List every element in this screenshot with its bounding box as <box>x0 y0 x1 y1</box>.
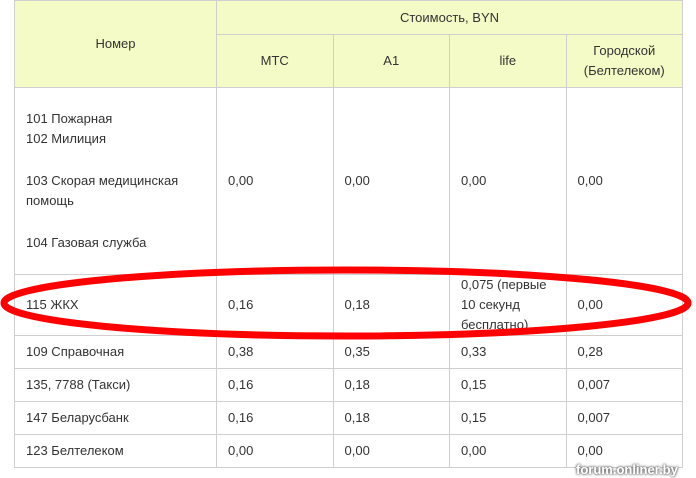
table-row: 123 Белтелеком 0,00 0,00 0,00 0,00 <box>14 434 683 468</box>
cell-name: 115 ЖКХ <box>14 274 217 336</box>
emergency-numbers: 101 Пожарная 102 Милиция 103 Скорая меди… <box>14 87 217 275</box>
header-a1: A1 <box>332 34 450 88</box>
cell-mts: 0,00 <box>216 87 334 275</box>
table-row-highlighted: 115 ЖКХ 0,16 0,18 0,075 (первые 10 секун… <box>14 274 683 336</box>
cell-life: 0,15 <box>449 368 567 402</box>
table-row: 135, 7788 (Такси) 0,16 0,18 0,15 0,007 <box>14 368 683 402</box>
cell-city: 0,007 <box>565 368 683 402</box>
cell-a1: 0,00 <box>332 434 450 468</box>
cell-mts: 0,16 <box>216 274 334 336</box>
cell-life: 0,075 (первые 10 секунд бесплатно) <box>449 274 567 336</box>
cell-city: 0,00 <box>565 434 683 468</box>
cell-name: 109 Справочная <box>14 335 217 369</box>
cell-city: 0,00 <box>565 274 683 336</box>
cell-a1: 0,00 <box>332 87 450 275</box>
cell-a1: 0,18 <box>332 401 450 435</box>
cell-name: 123 Белтелеком <box>14 434 217 468</box>
cell-city: 0,28 <box>565 335 683 369</box>
header-operators-row: МТС A1 life Городской (Белтелеком) <box>15 34 683 88</box>
cell-life: 0,00 <box>449 87 567 275</box>
number-name: 102 Милиция <box>26 131 106 146</box>
table-row: 101 Пожарная 102 Милиция 103 Скорая меди… <box>14 87 683 275</box>
header-cost: Стоимость, BYN <box>216 0 683 35</box>
cell-a1: 0,18 <box>332 274 450 336</box>
watermark: forum.onliner.by <box>576 462 678 477</box>
table-row: 109 Справочная 0,38 0,35 0,33 0,28 <box>14 335 683 369</box>
cell-city: 0,007 <box>565 401 683 435</box>
cell-life: 0,15 <box>449 401 567 435</box>
cell-a1: 0,18 <box>332 368 450 402</box>
number-name: 104 Газовая служба <box>26 235 147 250</box>
header-number: Номер <box>14 0 217 88</box>
header-life: life <box>449 34 567 88</box>
number-name: 101 Пожарная <box>26 111 113 126</box>
tariff-table: Номер Стоимость, BYN МТС A1 life Городск… <box>14 0 683 468</box>
cell-mts: 0,16 <box>216 368 334 402</box>
header-city: Городской (Белтелеком) <box>565 34 683 88</box>
table-row: 147 Беларусбанк 0,16 0,18 0,15 0,007 <box>14 401 683 435</box>
header-row: Номер Стоимость, BYN <box>14 0 683 88</box>
header-mts: МТС <box>216 34 334 88</box>
cell-mts: 0,38 <box>216 335 334 369</box>
number-name: 103 Скорая медицинская помощь <box>26 173 179 208</box>
cell-life: 0,33 <box>449 335 567 369</box>
cell-city: 0,00 <box>565 87 683 275</box>
cell-mts: 0,16 <box>216 401 334 435</box>
cell-name: 135, 7788 (Такси) <box>14 368 217 402</box>
cell-name: 147 Беларусбанк <box>14 401 217 435</box>
cell-life: 0,00 <box>449 434 567 468</box>
cell-a1: 0,35 <box>332 335 450 369</box>
cell-mts: 0,00 <box>216 434 334 468</box>
